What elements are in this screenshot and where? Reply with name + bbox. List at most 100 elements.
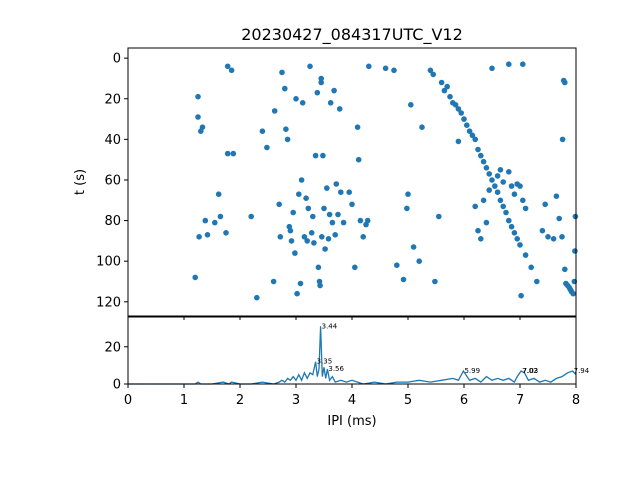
scatter-point	[382, 65, 389, 72]
scatter-point	[478, 152, 484, 159]
scatter-point	[319, 234, 325, 240]
histogram-x-tick-label: 7	[516, 393, 524, 408]
scatter-point	[556, 215, 562, 222]
scatter-point	[520, 197, 526, 204]
scatter-point	[419, 124, 425, 130]
histogram-y-ticks: 0 20	[104, 340, 128, 393]
histogram-x-tick-label: 5	[404, 393, 412, 408]
scatter-point	[497, 197, 504, 204]
scatter-point	[308, 230, 315, 236]
scatter-point	[534, 278, 540, 285]
chart-title: 20230427_084317UTC_V12	[241, 25, 463, 45]
scatter-point	[340, 219, 347, 226]
scatter-point	[212, 219, 218, 226]
scatter-point	[497, 167, 504, 173]
scatter-point	[472, 136, 479, 143]
scatter-point	[506, 169, 512, 175]
scatter-point	[195, 114, 201, 120]
scatter-point	[271, 108, 278, 114]
scatter-point	[503, 209, 509, 216]
scatter-point	[333, 181, 340, 187]
scatter-point	[472, 203, 479, 210]
scatter-point	[279, 69, 285, 76]
scatter-point	[296, 191, 302, 197]
scatter-point	[508, 223, 515, 230]
scatter-point	[494, 173, 501, 179]
scatter-point	[301, 234, 308, 240]
scatter-point	[322, 246, 328, 252]
scatter-point	[441, 87, 448, 94]
scatter-point	[410, 244, 417, 250]
scatter-point	[514, 236, 520, 242]
histogram-line	[128, 326, 577, 385]
peak-labels: 3.44 3.353.56 5.99 7.027.03 7.94	[317, 322, 590, 375]
scatter-point	[522, 252, 529, 258]
scatter-point	[458, 110, 465, 116]
scatter-point	[550, 236, 557, 242]
scatter-point	[483, 219, 490, 226]
scatter-point	[230, 150, 237, 157]
scatter-point	[455, 138, 462, 145]
histogram-panel: 3.44 3.353.56 5.99 7.027.03 7.94 0 20 0 1 2 3 4 5 6…	[104, 316, 590, 429]
scatter-point	[511, 230, 518, 236]
scatter-point	[315, 264, 322, 271]
peak-label: 3.44	[322, 322, 338, 330]
scatter-point	[202, 217, 209, 224]
scatter-point	[298, 177, 305, 183]
scatter-point	[518, 292, 524, 299]
scatter-point	[522, 205, 529, 212]
scatter-point	[331, 87, 337, 94]
scatter-point	[506, 61, 512, 67]
scatter-point	[259, 128, 266, 134]
scatter-point	[223, 230, 229, 236]
scatter-point	[545, 234, 551, 240]
scatter-point	[320, 152, 326, 159]
scatter-point	[553, 193, 560, 199]
scatter-point	[444, 83, 451, 90]
scatter-point	[404, 205, 410, 212]
scatter-point	[303, 195, 309, 201]
scatter-points	[192, 61, 579, 301]
scatter-y-tick-label: 0	[113, 52, 121, 67]
histogram-x-tick-label: 3	[292, 393, 300, 408]
scatter-point	[321, 205, 327, 212]
scatter-point	[357, 217, 364, 224]
scatter-point	[405, 191, 411, 197]
scatter-point	[366, 63, 372, 70]
scatter-point	[511, 191, 518, 197]
peak-label: 7.02	[522, 367, 538, 375]
scatter-point	[416, 258, 423, 265]
scatter-point	[248, 213, 254, 220]
scatter-point	[539, 227, 546, 234]
scatter-point	[270, 278, 277, 285]
scatter-point	[520, 61, 526, 67]
scatter-point	[283, 126, 289, 132]
peak-label: 7.94	[574, 367, 590, 375]
scatter-point	[290, 209, 297, 216]
scatter-panel: 0 20 40 60 80 100 120 t (s)	[73, 47, 579, 320]
scatter-point	[287, 227, 294, 234]
scatter-point	[475, 146, 481, 153]
histogram-x-ticks: 0 1 2 3 4 5 6 7 8	[124, 384, 580, 408]
scatter-point	[217, 213, 224, 220]
scatter-point	[282, 85, 288, 92]
scatter-y-tick-label: 60	[104, 173, 121, 188]
scatter-point	[327, 100, 334, 106]
scatter-point	[461, 116, 467, 122]
scatter-point	[349, 201, 355, 208]
scatter-point	[432, 278, 438, 285]
scatter-point	[336, 106, 343, 112]
scatter-point	[492, 183, 498, 189]
scatter-point	[427, 67, 434, 74]
scatter-point	[311, 240, 317, 246]
scatter-point	[292, 250, 298, 256]
scatter-point	[455, 106, 462, 112]
scatter-point	[204, 232, 211, 238]
scatter-point	[500, 179, 507, 185]
scatter-point	[480, 197, 487, 204]
scatter-point	[508, 183, 515, 189]
scatter-point	[195, 93, 201, 100]
scatter-point	[196, 234, 202, 240]
scatter-point	[317, 282, 323, 289]
